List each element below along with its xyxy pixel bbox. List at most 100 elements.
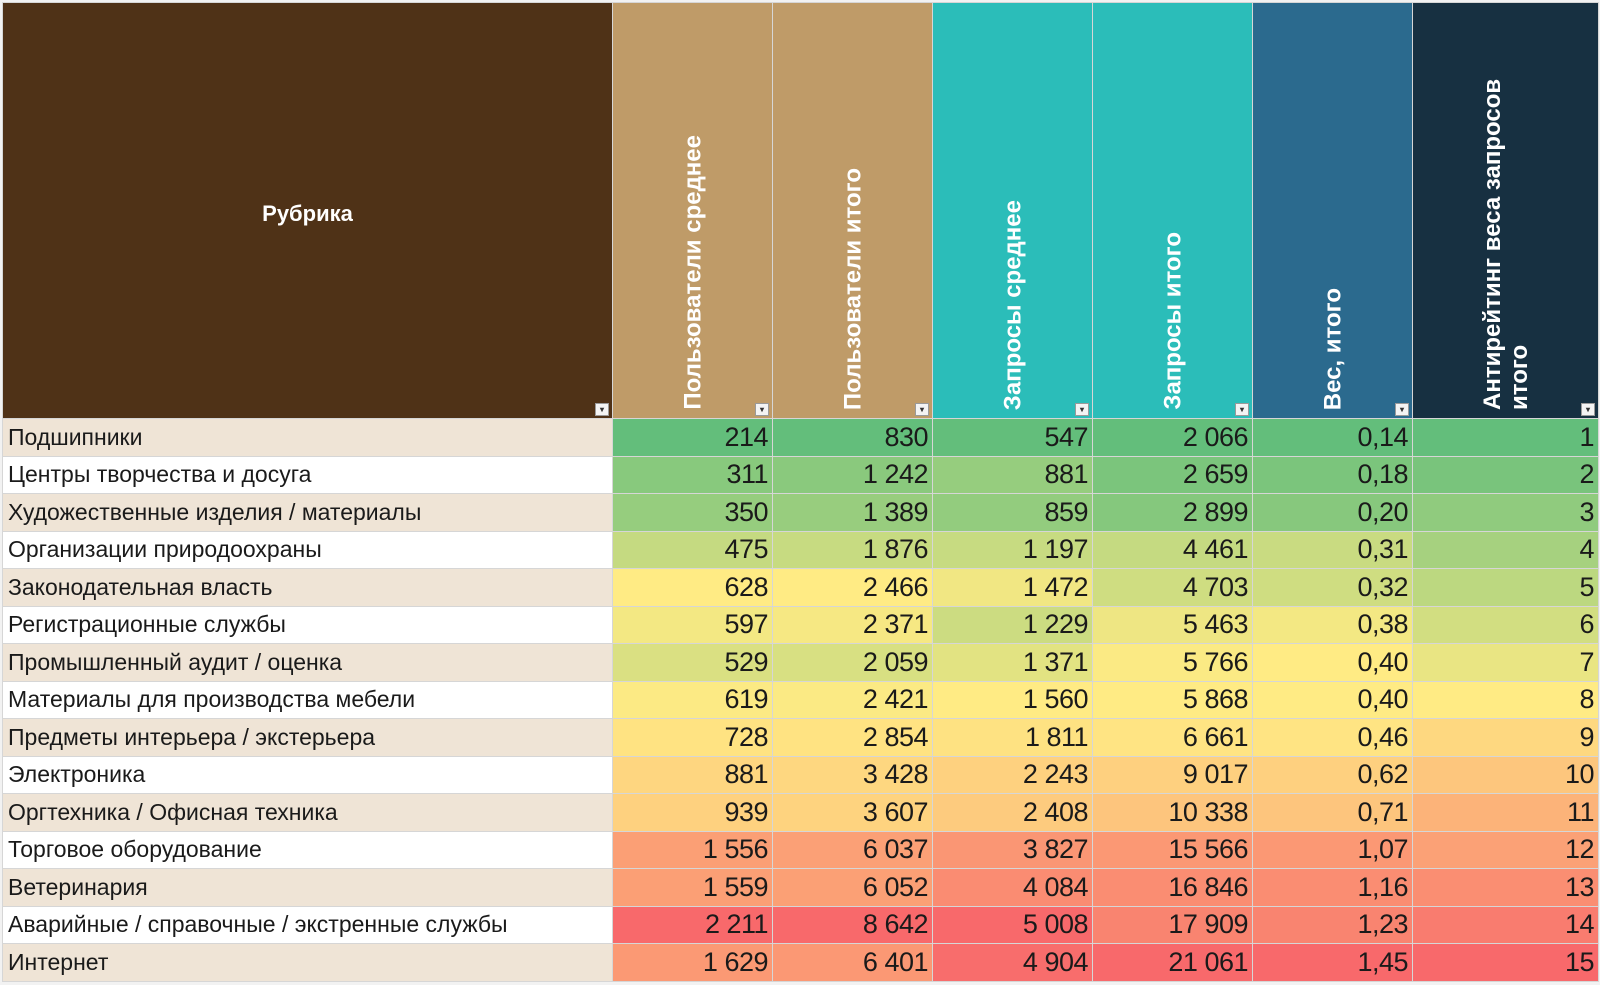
cell-weight[interactable]: 1,23 [1252, 905, 1413, 944]
cell-users_total[interactable]: 2 854 [772, 718, 933, 757]
cell-antirating[interactable]: 2 [1412, 455, 1599, 494]
rubric-cell[interactable]: Регистрационные службы [2, 605, 613, 644]
rubric-cell[interactable]: Торговое оборудование [2, 830, 613, 869]
cell-antirating[interactable]: 8 [1412, 680, 1599, 719]
cell-req_avg[interactable]: 4 084 [932, 868, 1093, 907]
cell-users_total[interactable]: 6 401 [772, 943, 933, 982]
cell-users_avg[interactable]: 475 [612, 530, 773, 569]
cell-req_avg[interactable]: 1 197 [932, 530, 1093, 569]
cell-req_avg[interactable]: 4 904 [932, 943, 1093, 982]
cell-req_avg[interactable]: 2 243 [932, 755, 1093, 794]
rubric-cell[interactable]: Центры творчества и досуга [2, 455, 613, 494]
cell-antirating[interactable]: 10 [1412, 755, 1599, 794]
cell-weight[interactable]: 0,71 [1252, 793, 1413, 832]
cell-weight[interactable]: 0,38 [1252, 605, 1413, 644]
cell-users_total[interactable]: 1 242 [772, 455, 933, 494]
filter-dropdown-icon[interactable]: ▾ [595, 403, 609, 416]
cell-req_total[interactable]: 5 766 [1092, 643, 1253, 682]
cell-req_total[interactable]: 4 703 [1092, 568, 1253, 607]
rubric-cell[interactable]: Промышленный аудит / оценка [2, 643, 613, 682]
cell-users_avg[interactable]: 728 [612, 718, 773, 757]
cell-weight[interactable]: 0,18 [1252, 455, 1413, 494]
cell-users_avg[interactable]: 311 [612, 455, 773, 494]
cell-req_avg[interactable]: 1 229 [932, 605, 1093, 644]
filter-dropdown-icon[interactable]: ▾ [1581, 403, 1595, 416]
rubric-cell[interactable]: Материалы для производства мебели [2, 680, 613, 719]
cell-req_total[interactable]: 21 061 [1092, 943, 1253, 982]
cell-users_avg[interactable]: 529 [612, 643, 773, 682]
cell-req_avg[interactable]: 1 472 [932, 568, 1093, 607]
cell-users_total[interactable]: 1 389 [772, 493, 933, 532]
rubric-cell[interactable]: Организации природоохраны [2, 530, 613, 569]
rubric-cell[interactable]: Электроника [2, 755, 613, 794]
rubric-cell[interactable]: Художественные изделия / материалы [2, 493, 613, 532]
cell-req_avg[interactable]: 1 560 [932, 680, 1093, 719]
cell-antirating[interactable]: 6 [1412, 605, 1599, 644]
cell-req_total[interactable]: 16 846 [1092, 868, 1253, 907]
filter-dropdown-icon[interactable]: ▾ [1395, 403, 1409, 416]
rubric-cell[interactable]: Оргтехника / Офисная техника [2, 793, 613, 832]
cell-users_avg[interactable]: 2 211 [612, 905, 773, 944]
rubric-cell[interactable]: Предметы интерьера / экстерьера [2, 718, 613, 757]
cell-req_avg[interactable]: 1 811 [932, 718, 1093, 757]
cell-weight[interactable]: 0,62 [1252, 755, 1413, 794]
cell-req_total[interactable]: 5 868 [1092, 680, 1253, 719]
cell-req_avg[interactable]: 547 [932, 418, 1093, 457]
cell-req_total[interactable]: 2 066 [1092, 418, 1253, 457]
cell-users_total[interactable]: 1 876 [772, 530, 933, 569]
rubric-cell[interactable]: Аварийные / справочные / экстренные служ… [2, 905, 613, 944]
cell-antirating[interactable]: 14 [1412, 905, 1599, 944]
filter-dropdown-icon[interactable]: ▾ [1235, 403, 1249, 416]
cell-req_total[interactable]: 5 463 [1092, 605, 1253, 644]
cell-users_avg[interactable]: 881 [612, 755, 773, 794]
cell-weight[interactable]: 1,16 [1252, 868, 1413, 907]
cell-antirating[interactable]: 11 [1412, 793, 1599, 832]
cell-req_total[interactable]: 17 909 [1092, 905, 1253, 944]
cell-users_total[interactable]: 2 371 [772, 605, 933, 644]
cell-weight[interactable]: 0,40 [1252, 680, 1413, 719]
cell-users_total[interactable]: 2 421 [772, 680, 933, 719]
cell-users_avg[interactable]: 628 [612, 568, 773, 607]
cell-req_avg[interactable]: 859 [932, 493, 1093, 532]
cell-weight[interactable]: 1,45 [1252, 943, 1413, 982]
cell-users_total[interactable]: 3 607 [772, 793, 933, 832]
cell-antirating[interactable]: 7 [1412, 643, 1599, 682]
filter-dropdown-icon[interactable]: ▾ [915, 403, 929, 416]
cell-antirating[interactable]: 5 [1412, 568, 1599, 607]
cell-users_total[interactable]: 6 052 [772, 868, 933, 907]
cell-users_avg[interactable]: 1 556 [612, 830, 773, 869]
cell-weight[interactable]: 0,40 [1252, 643, 1413, 682]
cell-weight[interactable]: 0,46 [1252, 718, 1413, 757]
cell-users_avg[interactable]: 619 [612, 680, 773, 719]
filter-dropdown-icon[interactable]: ▾ [1075, 403, 1089, 416]
cell-req_avg[interactable]: 1 371 [932, 643, 1093, 682]
cell-req_avg[interactable]: 2 408 [932, 793, 1093, 832]
cell-antirating[interactable]: 15 [1412, 943, 1599, 982]
cell-users_avg[interactable]: 939 [612, 793, 773, 832]
cell-req_total[interactable]: 4 461 [1092, 530, 1253, 569]
cell-users_avg[interactable]: 1 559 [612, 868, 773, 907]
filter-dropdown-icon[interactable]: ▾ [755, 403, 769, 416]
cell-weight[interactable]: 0,20 [1252, 493, 1413, 532]
cell-users_total[interactable]: 8 642 [772, 905, 933, 944]
cell-req_total[interactable]: 2 659 [1092, 455, 1253, 494]
cell-antirating[interactable]: 4 [1412, 530, 1599, 569]
cell-weight[interactable]: 1,07 [1252, 830, 1413, 869]
cell-weight[interactable]: 0,31 [1252, 530, 1413, 569]
cell-users_total[interactable]: 6 037 [772, 830, 933, 869]
cell-req_total[interactable]: 10 338 [1092, 793, 1253, 832]
cell-users_total[interactable]: 830 [772, 418, 933, 457]
cell-users_total[interactable]: 2 059 [772, 643, 933, 682]
cell-req_total[interactable]: 15 566 [1092, 830, 1253, 869]
cell-weight[interactable]: 0,14 [1252, 418, 1413, 457]
cell-antirating[interactable]: 9 [1412, 718, 1599, 757]
rubric-cell[interactable]: Законодательная власть [2, 568, 613, 607]
cell-antirating[interactable]: 3 [1412, 493, 1599, 532]
rubric-cell[interactable]: Интернет [2, 943, 613, 982]
cell-req_avg[interactable]: 5 008 [932, 905, 1093, 944]
cell-users_total[interactable]: 3 428 [772, 755, 933, 794]
rubric-cell[interactable]: Ветеринария [2, 868, 613, 907]
cell-req_avg[interactable]: 881 [932, 455, 1093, 494]
cell-users_total[interactable]: 2 466 [772, 568, 933, 607]
cell-antirating[interactable]: 12 [1412, 830, 1599, 869]
